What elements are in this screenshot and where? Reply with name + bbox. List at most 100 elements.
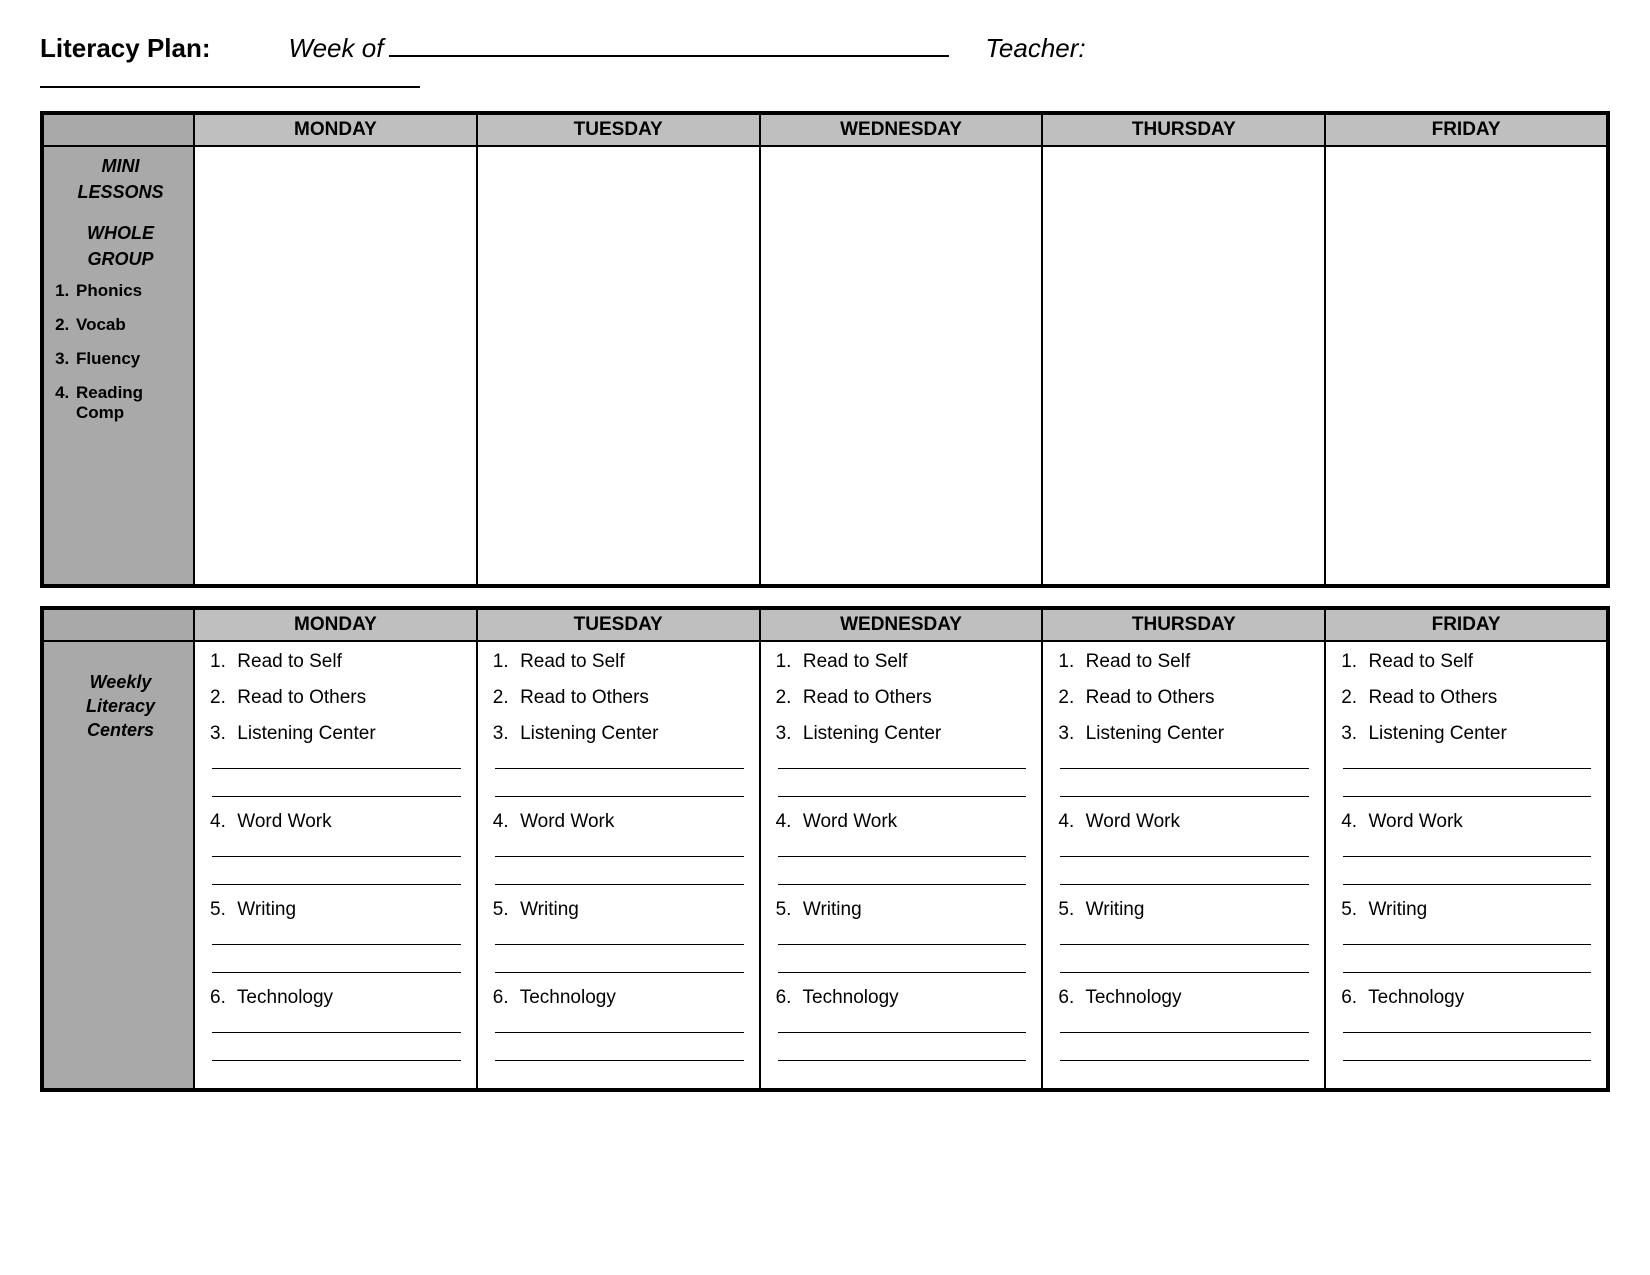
teacher-blank[interactable] [40, 86, 420, 88]
center-item: 6. Technology [1058, 987, 1311, 1009]
center-item: 1. Read to Self [776, 651, 1029, 673]
center-item: 4. Word Work [1058, 811, 1311, 833]
day-header: MONDAY [194, 113, 477, 146]
write-line[interactable] [212, 927, 461, 945]
write-line[interactable] [495, 1043, 744, 1061]
write-line[interactable] [495, 927, 744, 945]
centers-label: Weekly Literacy Centers [42, 641, 194, 1090]
center-item: 3. Listening Center [1341, 723, 1593, 745]
mini-lessons-items: Phonics Vocab Fluency Reading Comp [54, 281, 187, 423]
day-header: TUESDAY [477, 113, 760, 146]
t1-tue[interactable] [477, 146, 760, 586]
write-line[interactable] [1343, 955, 1591, 973]
mini-lessons-table: MONDAY TUESDAY WEDNESDAY THURSDAY FRIDAY… [40, 111, 1610, 588]
t1-mon[interactable] [194, 146, 477, 586]
write-line[interactable] [495, 867, 744, 885]
write-line[interactable] [1343, 867, 1591, 885]
day-header: FRIDAY [1325, 608, 1608, 641]
write-line[interactable] [778, 839, 1027, 857]
day-header: WEDNESDAY [760, 608, 1043, 641]
t1-thu[interactable] [1042, 146, 1325, 586]
table1-corner [42, 113, 194, 146]
mini-item: Reading Comp [74, 383, 187, 423]
t1-fri[interactable] [1325, 146, 1608, 586]
center-item: 2. Read to Others [210, 687, 463, 709]
write-line[interactable] [1343, 779, 1591, 797]
center-item: 1. Read to Self [1341, 651, 1593, 673]
write-line[interactable] [1060, 1043, 1309, 1061]
write-line[interactable] [1060, 779, 1309, 797]
write-line[interactable] [1343, 751, 1591, 769]
write-line[interactable] [212, 955, 461, 973]
center-item: 6. Technology [493, 987, 746, 1009]
center-item: 5. Writing [493, 899, 746, 921]
write-line[interactable] [778, 1043, 1027, 1061]
table2-corner [42, 608, 194, 641]
t1-wed[interactable] [760, 146, 1043, 586]
centers-hdr3: Centers [54, 718, 187, 742]
write-line[interactable] [778, 867, 1027, 885]
week-of-blank[interactable] [389, 28, 949, 57]
center-item: 3. Listening Center [776, 723, 1029, 745]
t2-mon[interactable]: 1. Read to Self2. Read to Others3. Liste… [194, 641, 477, 1090]
day-header: WEDNESDAY [760, 113, 1043, 146]
write-line[interactable] [1343, 1043, 1591, 1061]
write-line[interactable] [1060, 867, 1309, 885]
t2-thu[interactable]: 1. Read to Self2. Read to Others3. Liste… [1042, 641, 1325, 1090]
center-item: 3. Listening Center [210, 723, 463, 745]
center-item: 3. Listening Center [493, 723, 746, 745]
write-line[interactable] [1060, 839, 1309, 857]
page-header: Literacy Plan: Week of Teacher: [40, 28, 1610, 64]
write-line[interactable] [495, 955, 744, 973]
write-line[interactable] [778, 751, 1027, 769]
center-item: 1. Read to Self [1058, 651, 1311, 673]
write-line[interactable] [495, 779, 744, 797]
center-item: 6. Technology [776, 987, 1029, 1009]
write-line[interactable] [1060, 927, 1309, 945]
center-item: 2. Read to Others [493, 687, 746, 709]
write-line[interactable] [212, 839, 461, 857]
write-line[interactable] [212, 1015, 461, 1033]
center-item: 5. Writing [1058, 899, 1311, 921]
write-line[interactable] [212, 1043, 461, 1061]
mini-item: Fluency [74, 349, 187, 369]
t2-wed[interactable]: 1. Read to Self 2. Read to Others 3. Liste… [760, 641, 1043, 1090]
write-line[interactable] [1343, 839, 1591, 857]
mini-item: Phonics [74, 281, 187, 301]
center-item: 2. Read to Others [1341, 687, 1593, 709]
t2-fri[interactable]: 1. Read to Self 2. Read to Others 3. Liste… [1325, 641, 1608, 1090]
whole-group-hdr1: WHOLE [54, 222, 187, 245]
day-header: TUESDAY [477, 608, 760, 641]
day-header: MONDAY [194, 608, 477, 641]
center-item: 1. Read to Self [493, 651, 746, 673]
write-line[interactable] [1060, 1015, 1309, 1033]
write-line[interactable] [1343, 1015, 1591, 1033]
write-line[interactable] [1343, 927, 1591, 945]
mini-lessons-hdr2: LESSONS [54, 181, 187, 204]
center-item: 4. Word Work [493, 811, 746, 833]
write-line[interactable] [495, 1015, 744, 1033]
write-line[interactable] [778, 955, 1027, 973]
t2-tue[interactable]: 1. Read to Self 2. Read to Others 3. Liste… [477, 641, 760, 1090]
write-line[interactable] [1060, 955, 1309, 973]
write-line[interactable] [778, 927, 1027, 945]
write-line[interactable] [778, 779, 1027, 797]
write-line[interactable] [212, 867, 461, 885]
write-line[interactable] [212, 779, 461, 797]
week-of-label: Week of [289, 33, 384, 64]
day-header: FRIDAY [1325, 113, 1608, 146]
write-line[interactable] [778, 1015, 1027, 1033]
centers-hdr2: Literacy [54, 694, 187, 718]
literacy-centers-table: MONDAY TUESDAY WEDNESDAY THURSDAY FRIDAY… [40, 606, 1610, 1092]
write-line[interactable] [495, 751, 744, 769]
teacher-blank-row [40, 70, 1610, 93]
center-item: 5. Writing [1341, 899, 1593, 921]
center-item: 2. Read to Others [776, 687, 1029, 709]
center-item: 3. Listening Center [1058, 723, 1311, 745]
center-item: 5. Writing [210, 899, 463, 921]
write-line[interactable] [1060, 751, 1309, 769]
write-line[interactable] [495, 839, 744, 857]
center-item: 4. Word Work [210, 811, 463, 833]
write-line[interactable] [212, 751, 461, 769]
table2-body-row: Weekly Literacy Centers 1. Read to Self 2… [42, 641, 1608, 1090]
